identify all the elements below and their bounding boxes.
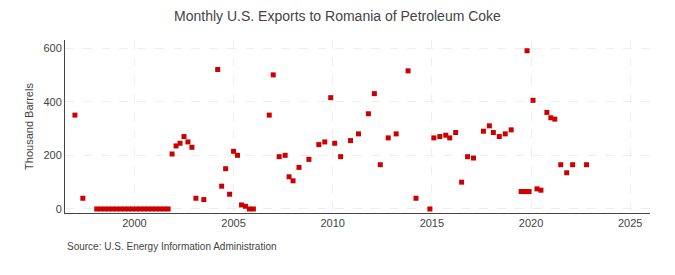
svg-text:2000: 2000 (122, 217, 146, 229)
svg-text:Source: U.S. Energy Informatio: Source: U.S. Energy Information Administ… (67, 241, 277, 252)
svg-text:2020: 2020 (519, 217, 543, 229)
svg-text:2005: 2005 (221, 217, 245, 229)
svg-text:2010: 2010 (320, 217, 344, 229)
svg-text:Monthly U.S. Exports to Romani: Monthly U.S. Exports to Romania of Petro… (174, 8, 501, 24)
svg-text:2025: 2025 (618, 217, 642, 229)
svg-text:Thousand Barrels: Thousand Barrels (23, 83, 35, 170)
svg-text:200: 200 (43, 149, 61, 161)
svg-text:0: 0 (56, 203, 62, 215)
svg-text:2015: 2015 (420, 217, 444, 229)
svg-text:400: 400 (43, 96, 61, 108)
svg-text:600: 600 (43, 42, 61, 54)
